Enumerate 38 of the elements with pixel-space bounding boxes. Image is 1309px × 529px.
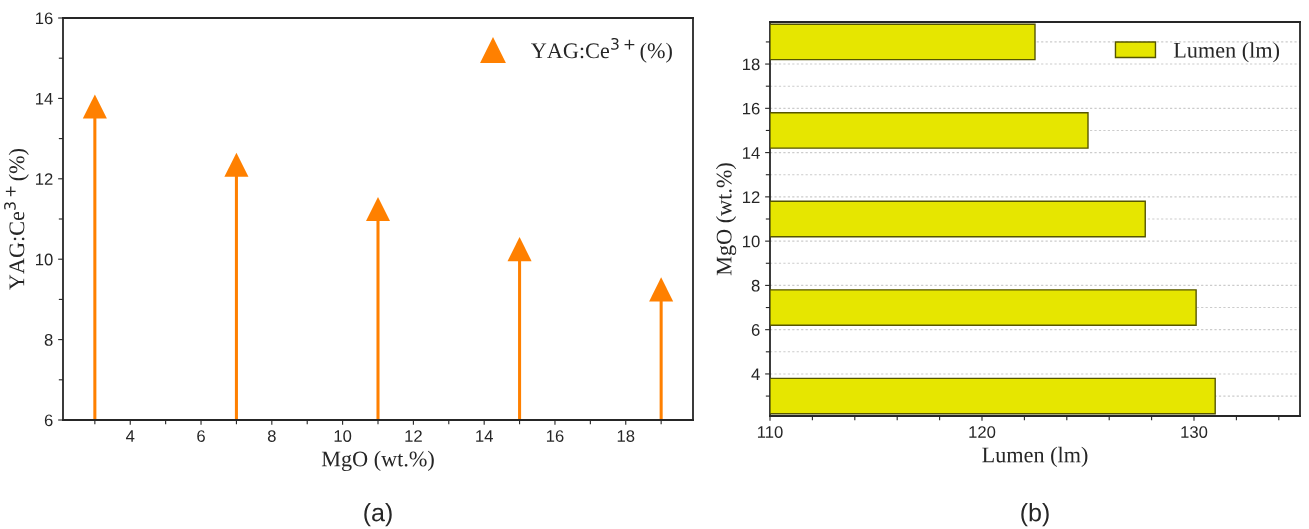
x-tick-label: 16 — [546, 430, 564, 442]
x-tick-label: 130 — [1181, 426, 1208, 438]
y-tick-label: 16 — [36, 12, 53, 25]
y-tick-label: 12 — [36, 173, 53, 185]
x-tick-label: 14 — [476, 430, 493, 442]
x-tick-label: 6 — [197, 430, 205, 442]
text: (a) — [364, 503, 392, 527]
y-tick-label: 14 — [743, 147, 760, 159]
x-tick-label: 4 — [126, 430, 135, 442]
y-tick-label: 4 — [751, 368, 760, 380]
legend-label: Lumen (lm) — [1173, 42, 1280, 63]
point — [507, 237, 532, 262]
y-tick-label: 8 — [751, 279, 760, 292]
text: (b) — [1021, 503, 1049, 527]
y-tick-label: 14 — [36, 92, 53, 105]
y-tick-label: 16 — [743, 102, 760, 115]
x-tick-label: 110 — [757, 426, 783, 438]
y-tick-label: 8 — [44, 334, 53, 346]
x-tick-label: 10 — [334, 430, 352, 442]
y-tick-label: 6 — [44, 414, 53, 427]
x-tick-label: 12 — [405, 430, 422, 442]
y-axis-title: MgO (wt.%) — [715, 163, 737, 276]
point — [224, 152, 249, 177]
point — [82, 94, 107, 119]
y-tick-label: 12 — [743, 191, 760, 203]
x-axis-title: MgO (wt.%) — [321, 450, 434, 472]
y-tick-label: 10 — [743, 235, 760, 248]
y-tick-label: 10 — [36, 253, 53, 266]
y-tick-label: 18 — [743, 58, 760, 71]
y-tick-label: 6 — [751, 324, 760, 336]
x-tick-label: 18 — [617, 430, 635, 442]
x-tick-label: 120 — [969, 426, 996, 438]
x-axis-title: Lumen (lm) — [982, 446, 1088, 467]
y-axis-title: YAG:Ce$^{3+}$(%) — [4, 148, 29, 290]
legend-label: YAG:Ce$^{3+}$(%) — [531, 38, 672, 63]
x-tick-label: 8 — [267, 430, 276, 442]
point — [649, 277, 674, 302]
point — [365, 196, 391, 221]
